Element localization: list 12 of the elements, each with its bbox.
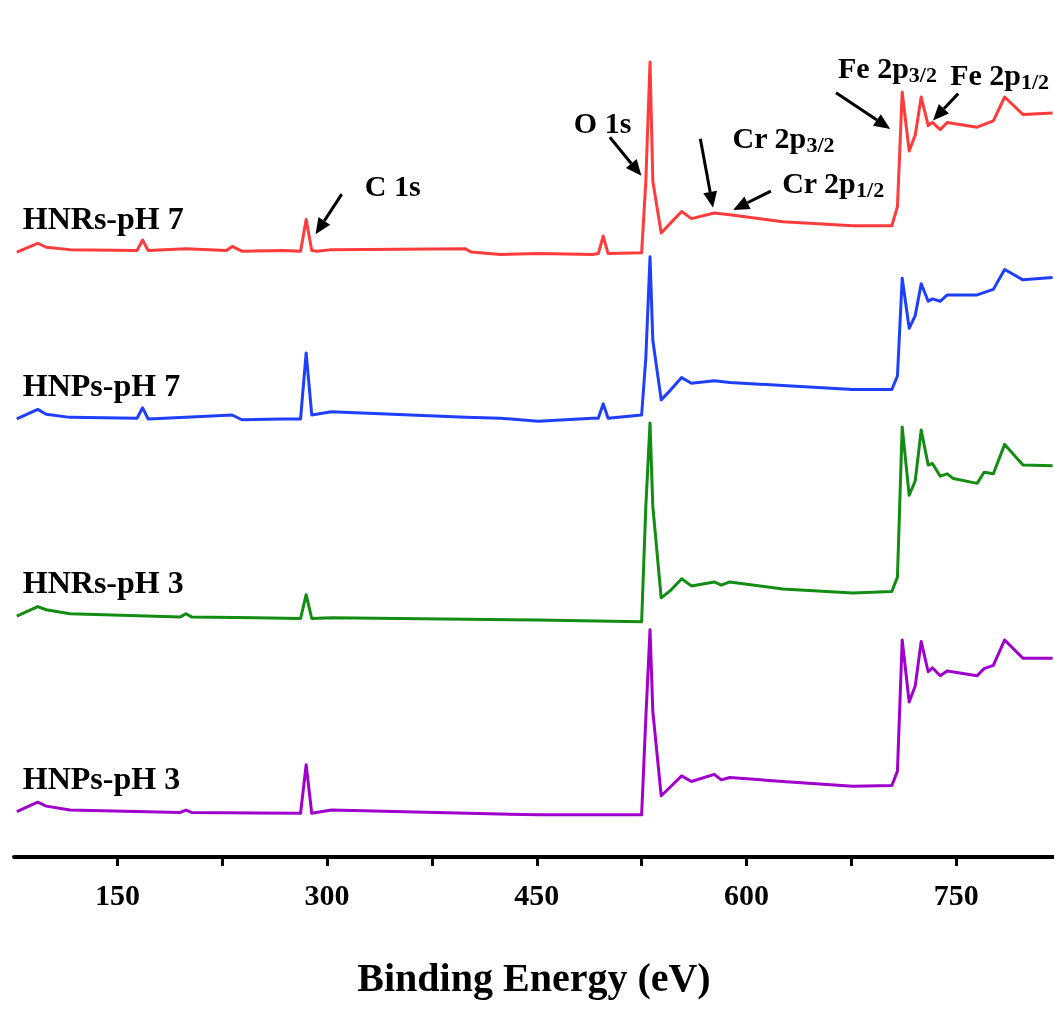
series-label: HNPs-pH 7	[22, 366, 181, 403]
annotation: C 1s	[364, 168, 421, 202]
series-label: HNRs-pH 3	[22, 564, 184, 601]
series-label: HNPs-pH 3	[22, 759, 181, 796]
x-tick-label: 600	[723, 877, 769, 911]
x-tick-label: 750	[933, 877, 979, 911]
annotation: O 1s	[573, 105, 632, 139]
x-tick-label: 300	[304, 877, 350, 911]
x-tick-label: 450	[514, 877, 560, 911]
x-axis-title: Binding Energy (eV)	[357, 954, 711, 1000]
x-tick-label: 150	[94, 877, 140, 911]
series-label: HNRs-pH 7	[22, 200, 184, 237]
